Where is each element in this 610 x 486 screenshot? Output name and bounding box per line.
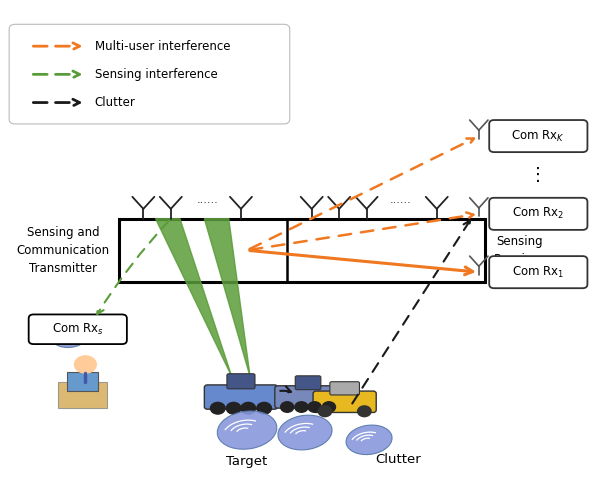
Text: Multi-user interference: Multi-user interference	[95, 40, 230, 52]
FancyBboxPatch shape	[67, 372, 98, 391]
FancyBboxPatch shape	[295, 376, 321, 390]
Circle shape	[241, 402, 256, 414]
Text: Sensing and
Communication
Transmitter: Sensing and Communication Transmitter	[16, 226, 110, 275]
Text: Clutter: Clutter	[95, 96, 135, 109]
FancyBboxPatch shape	[489, 256, 587, 288]
Circle shape	[226, 402, 241, 414]
Text: ......: ......	[389, 195, 411, 205]
Circle shape	[295, 402, 308, 412]
Text: ⋮: ⋮	[529, 166, 547, 184]
Circle shape	[322, 402, 336, 412]
Polygon shape	[204, 219, 250, 377]
FancyBboxPatch shape	[330, 382, 359, 395]
FancyBboxPatch shape	[274, 386, 342, 408]
Circle shape	[210, 402, 225, 414]
FancyBboxPatch shape	[204, 385, 278, 409]
Circle shape	[308, 402, 321, 412]
Ellipse shape	[217, 411, 277, 449]
Text: Com Rx$_s$: Com Rx$_s$	[52, 322, 104, 337]
Text: Com Rx$_1$: Com Rx$_1$	[512, 264, 564, 280]
Circle shape	[357, 406, 371, 417]
FancyBboxPatch shape	[227, 374, 255, 389]
Circle shape	[318, 406, 332, 417]
Text: Com Rx$_K$: Com Rx$_K$	[511, 128, 565, 144]
Text: Sensing
Receiver: Sensing Receiver	[494, 235, 545, 266]
Circle shape	[281, 402, 294, 412]
Polygon shape	[156, 219, 232, 377]
FancyBboxPatch shape	[489, 120, 587, 152]
Text: Sensing interference: Sensing interference	[95, 68, 217, 81]
Text: Com Rx$_2$: Com Rx$_2$	[512, 206, 564, 222]
Text: Target: Target	[226, 455, 268, 468]
Circle shape	[74, 356, 96, 373]
FancyBboxPatch shape	[489, 198, 587, 230]
Text: Clutter: Clutter	[375, 453, 421, 466]
FancyBboxPatch shape	[29, 314, 127, 344]
Text: ......: ......	[196, 195, 218, 205]
Circle shape	[257, 402, 271, 414]
Bar	[119, 219, 485, 282]
Ellipse shape	[346, 425, 392, 454]
Ellipse shape	[51, 323, 89, 347]
FancyBboxPatch shape	[9, 24, 290, 124]
FancyBboxPatch shape	[58, 382, 107, 408]
FancyBboxPatch shape	[313, 391, 376, 413]
Ellipse shape	[278, 415, 332, 450]
